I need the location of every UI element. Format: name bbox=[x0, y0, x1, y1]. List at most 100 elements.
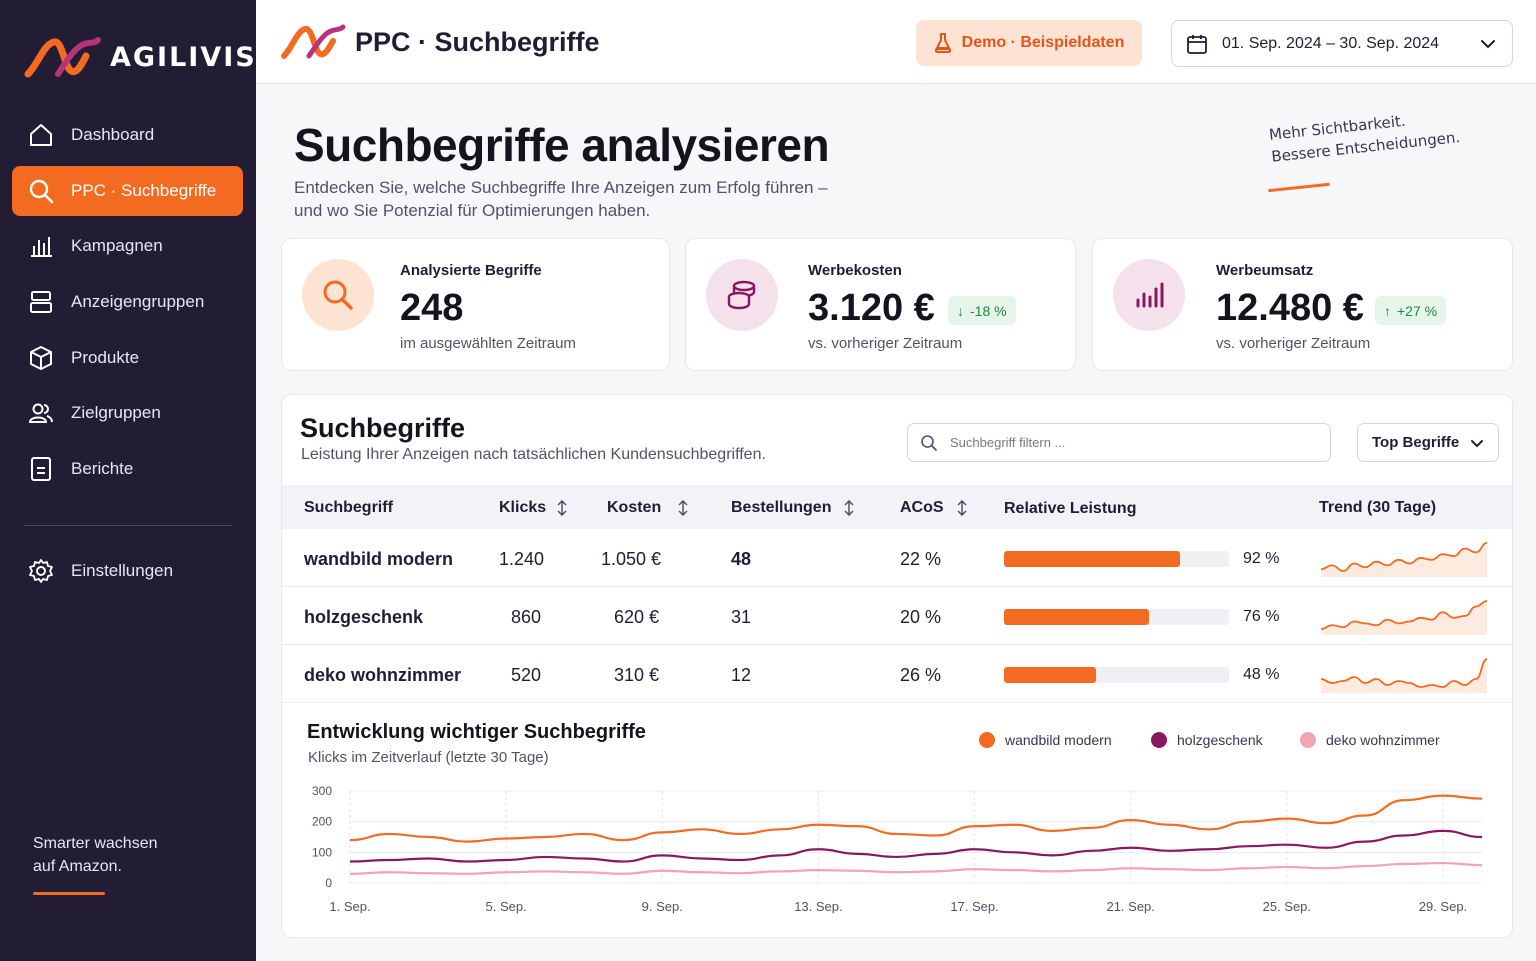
top-terms-select[interactable]: Top Begriffe bbox=[1357, 423, 1499, 462]
search-terms-card: Suchbegriffe Leistung Ihrer Anzeigen nac… bbox=[281, 394, 1513, 938]
gear-icon bbox=[29, 559, 53, 583]
kpi-label: Werbekosten bbox=[808, 262, 902, 279]
column-header-trend: Trend (30 Tage) bbox=[1319, 499, 1436, 517]
chevron-down-icon bbox=[1481, 40, 1495, 49]
sidebar-item-produkte[interactable]: Produkte bbox=[12, 333, 243, 383]
legend-item-wandbild-modern[interactable]: wandbild modern bbox=[979, 732, 1112, 748]
sidebar-tagline: Smarter wachsen auf Amazon. bbox=[33, 832, 158, 878]
page-title: Suchbegriffe analysieren bbox=[294, 119, 830, 171]
trend-sparkline bbox=[1320, 542, 1488, 577]
performance-bar-fill bbox=[1004, 609, 1150, 625]
sparkline-line bbox=[1320, 542, 1488, 572]
arrow-down-icon: ↓ bbox=[957, 302, 964, 319]
x-tick-label: 13. Sep. bbox=[794, 899, 842, 914]
column-label: Bestellungen bbox=[731, 499, 832, 516]
kpi-note: im ausgewählten Zeitraum bbox=[400, 335, 576, 352]
table-row[interactable]: deko wohnzimmer 520 310 € 12 26 % 48 % bbox=[282, 645, 1512, 703]
home-icon bbox=[30, 124, 52, 146]
kpi-note: vs. vorheriger Zeitraum bbox=[808, 335, 963, 352]
sparkline-area bbox=[1321, 659, 1487, 693]
legend-item-holzgeschenk[interactable]: holzgeschenk bbox=[1151, 732, 1263, 748]
sidebar-item-label: Einstellungen bbox=[71, 561, 174, 580]
cell-clicks: 1.240 bbox=[499, 549, 545, 569]
legend-dot bbox=[1300, 732, 1316, 748]
column-label: Suchbegriff bbox=[304, 499, 393, 516]
brand-name: AGILIVIS bbox=[110, 41, 257, 73]
demo-badge[interactable]: Demo · Beispieldaten bbox=[916, 20, 1142, 66]
top-header: PPC · Suchbegriffe Demo · Beispieldaten … bbox=[256, 0, 1536, 84]
y-tick-label: 100 bbox=[312, 845, 332, 859]
sidebar-item-berichte[interactable]: Berichte bbox=[12, 444, 243, 494]
kpi-delta-value: +27 % bbox=[1397, 302, 1438, 319]
table-title: Suchbegriffe bbox=[300, 413, 466, 443]
search-input[interactable] bbox=[950, 435, 1310, 450]
y-tick-label: 200 bbox=[312, 815, 332, 829]
column-header-suchbegriff[interactable]: Suchbegriff bbox=[304, 499, 393, 517]
kpi-label: Werbeumsatz bbox=[1216, 262, 1314, 279]
sidebar-item-ppc-suchbegriffe[interactable]: PPC · Suchbegriffe bbox=[12, 165, 243, 216]
cell-performance: 48 % bbox=[1243, 666, 1280, 683]
kpi-value: 248 bbox=[400, 287, 464, 329]
sidebar-item-label: Anzeigengruppen bbox=[71, 292, 205, 312]
cell-acos: 20 % bbox=[900, 607, 942, 627]
table-subtitle: Leistung Ihrer Anzeigen nach tatsächlich… bbox=[301, 446, 766, 463]
header-title: PPC · Suchbegriffe bbox=[355, 27, 600, 57]
search-icon bbox=[323, 280, 353, 310]
cell-orders: 12 bbox=[731, 665, 752, 685]
x-tick-label: 1. Sep. bbox=[329, 899, 370, 914]
column-header-acos[interactable]: ACoS bbox=[900, 499, 968, 517]
cell-term: deko wohnzimmer bbox=[304, 665, 462, 685]
chart-subtitle: Klicks im Zeitverlauf (letzte 30 Tage) bbox=[308, 749, 549, 766]
date-range-picker[interactable]: 01. Sep. 2024 – 30. Sep. 2024 bbox=[1171, 20, 1513, 67]
chevron-down-icon bbox=[1471, 440, 1483, 448]
kpi-value: 12.480 € bbox=[1216, 287, 1364, 329]
column-label: Kosten bbox=[607, 499, 662, 516]
column-header-kosten[interactable]: Kosten bbox=[607, 499, 689, 517]
table-row[interactable]: holzgeschenk 860 620 € 31 20 % 76 % bbox=[282, 587, 1512, 645]
cell-cost: 310 € bbox=[614, 665, 660, 685]
chart-title: Entwicklung wichtiger Suchbegriffe bbox=[307, 721, 646, 743]
sidebar-item-kampagnen[interactable]: Kampagnen bbox=[12, 221, 243, 271]
legend-item-deko-wohnzimmer[interactable]: deko wohnzimmer bbox=[1300, 732, 1440, 748]
brand-logo[interactable]: AGILIVIS bbox=[24, 34, 257, 80]
cell-orders: 48 bbox=[731, 549, 752, 569]
y-tick-label: 300 bbox=[312, 784, 332, 798]
cell-term: wandbild modern bbox=[304, 549, 454, 569]
sidebar-item-dashboard[interactable]: Dashboard bbox=[12, 110, 243, 160]
column-label: ACoS bbox=[900, 499, 944, 516]
sidebar-item-anzeigengruppen[interactable]: Anzeigengruppen bbox=[12, 277, 243, 327]
kpi-icon-wrap bbox=[1113, 259, 1185, 331]
x-tick-label: 17. Sep. bbox=[950, 899, 998, 914]
sidebar-divider bbox=[24, 525, 232, 526]
x-tick-label: 21. Sep. bbox=[1106, 899, 1154, 914]
column-header-klicks[interactable]: Klicks bbox=[499, 499, 568, 517]
select-value: Top Begriffe bbox=[1372, 434, 1460, 451]
sidebar-item-label: Zielgruppen bbox=[71, 403, 161, 423]
logo-mark-icon bbox=[24, 37, 101, 78]
sidebar-item-zielgruppen[interactable]: Zielgruppen bbox=[12, 388, 243, 438]
kpi-note: vs. vorheriger Zeitraum bbox=[1216, 335, 1371, 352]
kpi-label: Analysierte Begriffe bbox=[400, 262, 542, 279]
x-tick-label: 29. Sep. bbox=[1419, 899, 1467, 914]
sidebar-item-einstellungen[interactable]: Einstellungen bbox=[12, 546, 243, 596]
search-field[interactable] bbox=[907, 423, 1331, 462]
kpi-icon-wrap bbox=[706, 259, 778, 331]
slogan-underline bbox=[1268, 182, 1330, 193]
table-row[interactable]: wandbild modern 1.240 1.050 € 48 22 % 92… bbox=[282, 529, 1512, 587]
sidebar-item-label: Berichte bbox=[71, 459, 134, 479]
bar-chart-icon bbox=[1136, 282, 1164, 308]
sparkline-area bbox=[1321, 543, 1487, 577]
logo-mark-icon bbox=[281, 24, 346, 59]
column-label: Trend (30 Tage) bbox=[1319, 499, 1437, 516]
legend-label: deko wohnzimmer bbox=[1326, 732, 1440, 748]
tagline-line-2: auf Amazon. bbox=[33, 858, 122, 875]
cell-acos: 22 % bbox=[900, 549, 942, 569]
column-header-relative-leistung: Relative Leistung bbox=[1004, 500, 1136, 518]
cell-clicks: 520 bbox=[511, 665, 542, 685]
column-header-bestellungen[interactable]: Bestellungen bbox=[731, 499, 855, 517]
line-chart: 0 100 200 300 1. Sep. 5. Sep. 9. Sep. 13. Sep. 1… bbox=[312, 784, 1483, 914]
flask-icon bbox=[934, 33, 951, 53]
sort-icon bbox=[557, 500, 567, 516]
sidebar-item-label: Dashboard bbox=[71, 125, 155, 144]
series-line-holzgeschenk bbox=[349, 829, 1483, 863]
